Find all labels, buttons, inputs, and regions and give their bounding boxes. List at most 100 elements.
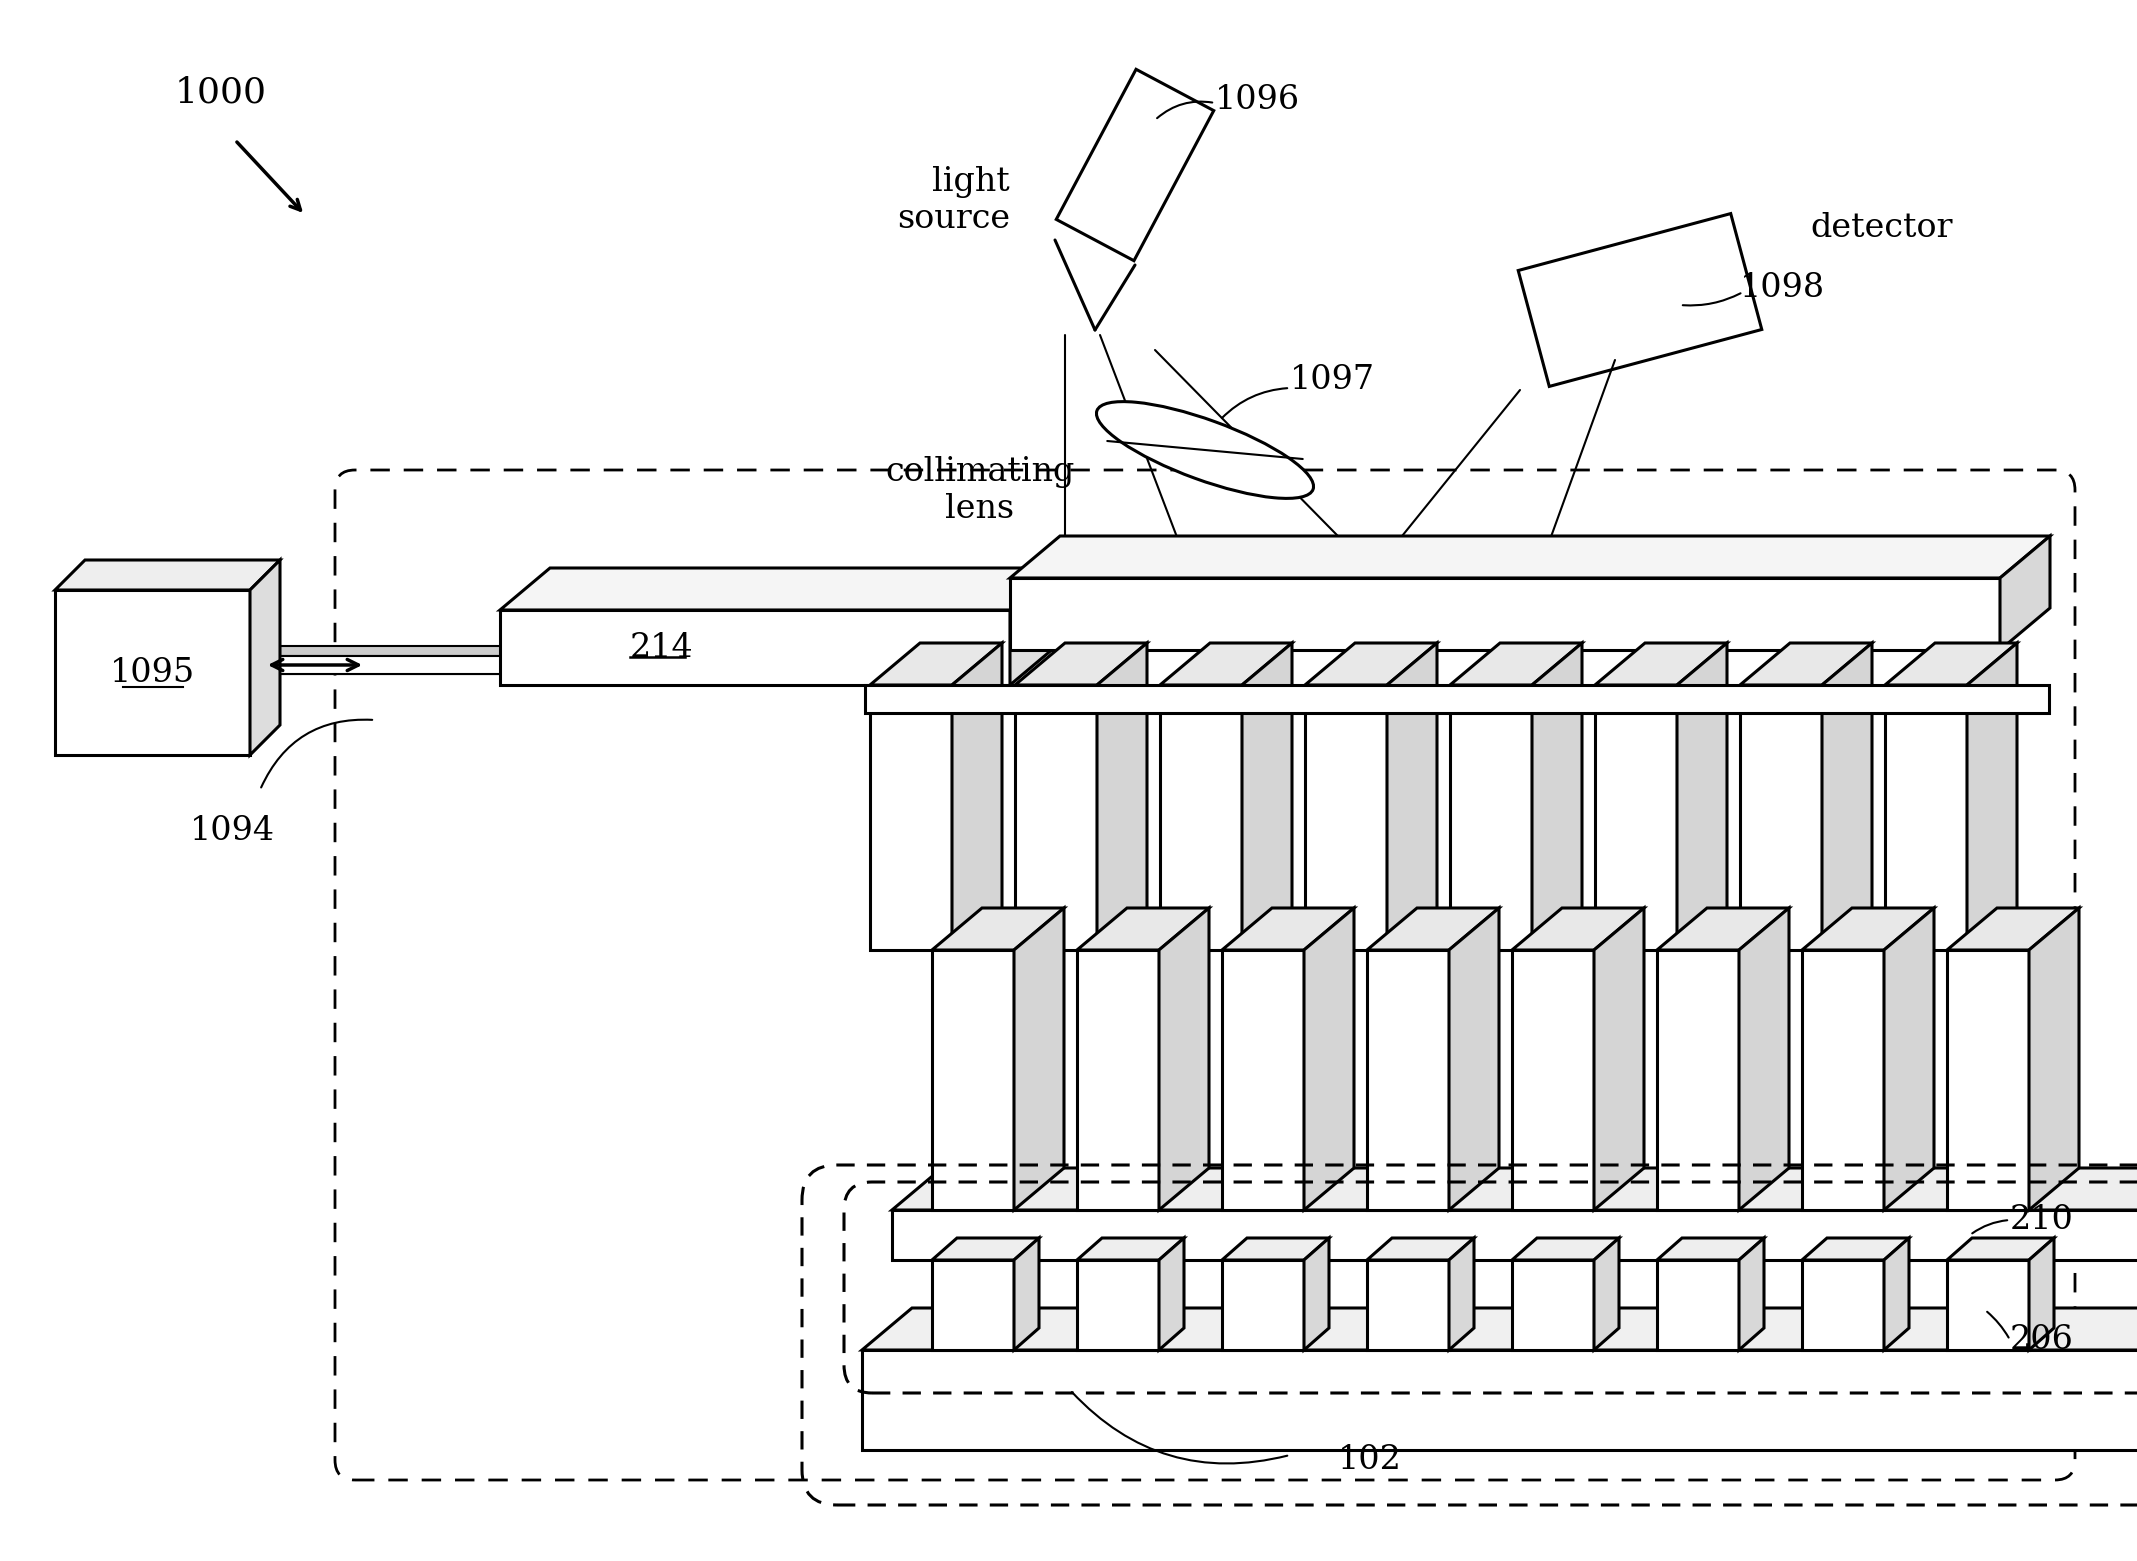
Polygon shape — [1013, 909, 1064, 1210]
Polygon shape — [1966, 643, 2017, 951]
Polygon shape — [1011, 568, 1060, 685]
Polygon shape — [932, 909, 1064, 951]
Polygon shape — [1594, 909, 1643, 1210]
Polygon shape — [1096, 643, 1148, 951]
Text: 206: 206 — [2011, 1324, 2073, 1357]
Polygon shape — [1740, 909, 1789, 1210]
Polygon shape — [861, 1350, 2137, 1450]
Polygon shape — [1947, 1238, 2054, 1260]
Polygon shape — [1513, 1260, 1594, 1350]
Polygon shape — [861, 1308, 2137, 1350]
Polygon shape — [1801, 951, 1885, 1210]
Polygon shape — [1947, 909, 2079, 951]
Polygon shape — [1077, 951, 1158, 1210]
Polygon shape — [1011, 578, 2000, 649]
Polygon shape — [1449, 909, 1498, 1210]
Polygon shape — [2000, 535, 2049, 649]
Polygon shape — [1387, 643, 1436, 951]
Polygon shape — [1368, 951, 1449, 1210]
Polygon shape — [1368, 1238, 1475, 1260]
Polygon shape — [1513, 909, 1643, 951]
Polygon shape — [1801, 1260, 1885, 1350]
Polygon shape — [1656, 1260, 1740, 1350]
Polygon shape — [1306, 643, 1436, 685]
Polygon shape — [1368, 909, 1498, 951]
Polygon shape — [1513, 951, 1594, 1210]
Text: 1094: 1094 — [190, 815, 276, 848]
Polygon shape — [250, 560, 280, 756]
FancyBboxPatch shape — [1056, 69, 1214, 261]
Polygon shape — [1222, 951, 1304, 1210]
Polygon shape — [870, 685, 951, 951]
Polygon shape — [1656, 1238, 1763, 1260]
FancyBboxPatch shape — [1517, 214, 1761, 387]
Text: 214: 214 — [630, 632, 695, 663]
Polygon shape — [1513, 1238, 1620, 1260]
Polygon shape — [932, 951, 1013, 1210]
Polygon shape — [1885, 643, 2017, 685]
Polygon shape — [1594, 1238, 1620, 1350]
Polygon shape — [56, 590, 250, 756]
Polygon shape — [1011, 535, 2049, 578]
Polygon shape — [1222, 1260, 1304, 1350]
Polygon shape — [1304, 1238, 1329, 1350]
Polygon shape — [1740, 643, 1872, 685]
Polygon shape — [1885, 1238, 1908, 1350]
Polygon shape — [1451, 685, 1532, 951]
Polygon shape — [2028, 909, 2079, 1210]
Polygon shape — [1947, 1260, 2028, 1350]
Polygon shape — [1449, 1238, 1475, 1350]
Polygon shape — [1368, 1260, 1449, 1350]
Polygon shape — [1823, 643, 1872, 951]
Polygon shape — [932, 1260, 1013, 1350]
Polygon shape — [1885, 909, 1934, 1210]
Polygon shape — [1451, 643, 1581, 685]
Polygon shape — [1801, 909, 1934, 951]
Polygon shape — [1222, 1238, 1329, 1260]
Polygon shape — [891, 1210, 2137, 1260]
Polygon shape — [932, 1238, 1039, 1260]
Polygon shape — [1158, 909, 1210, 1210]
Polygon shape — [1678, 643, 1727, 951]
Polygon shape — [1306, 685, 1387, 951]
Polygon shape — [1656, 951, 1740, 1210]
Text: 1096: 1096 — [1216, 84, 1299, 116]
Polygon shape — [1740, 1238, 1763, 1350]
Polygon shape — [1801, 1238, 1908, 1260]
Text: detector: detector — [1810, 212, 1953, 244]
Ellipse shape — [1096, 401, 1314, 498]
Text: 1098: 1098 — [1740, 272, 1825, 304]
Polygon shape — [1077, 1260, 1158, 1350]
Polygon shape — [1077, 909, 1210, 951]
Polygon shape — [1740, 685, 1823, 951]
Polygon shape — [1594, 685, 1678, 951]
Polygon shape — [250, 663, 530, 674]
Polygon shape — [1015, 685, 1096, 951]
Polygon shape — [1160, 685, 1242, 951]
Polygon shape — [1077, 1238, 1184, 1260]
Text: 1097: 1097 — [1291, 364, 1374, 396]
Polygon shape — [500, 610, 1011, 685]
Polygon shape — [1532, 643, 1581, 951]
Polygon shape — [1304, 909, 1355, 1210]
Polygon shape — [951, 643, 1002, 951]
Polygon shape — [56, 560, 280, 590]
Polygon shape — [2028, 1238, 2054, 1350]
Polygon shape — [1013, 1238, 1039, 1350]
Polygon shape — [1947, 951, 2028, 1210]
Polygon shape — [1242, 643, 1293, 951]
Text: 102: 102 — [1338, 1444, 1402, 1477]
Polygon shape — [1885, 685, 1966, 951]
Polygon shape — [250, 656, 515, 674]
Polygon shape — [1160, 643, 1293, 685]
Polygon shape — [1158, 1238, 1184, 1350]
Polygon shape — [1015, 643, 1148, 685]
Polygon shape — [250, 646, 530, 656]
Polygon shape — [870, 643, 1002, 685]
Text: collimating
lens: collimating lens — [885, 456, 1075, 524]
Polygon shape — [1222, 909, 1355, 951]
Text: light
source: light source — [898, 165, 1011, 234]
Polygon shape — [1656, 909, 1789, 951]
Polygon shape — [865, 685, 2049, 713]
Polygon shape — [500, 568, 1060, 610]
